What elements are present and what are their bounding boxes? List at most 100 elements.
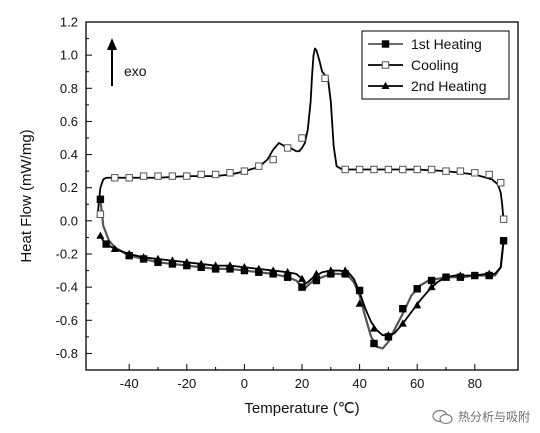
data-point-2nd-heating: [182, 258, 191, 266]
legend-marker-cooling: [381, 61, 390, 69]
x-tick-label: 80: [468, 376, 482, 391]
data-point-1st-heating: [427, 276, 436, 285]
data-point-cooling: [96, 210, 105, 218]
watermark: 热分析与吸附: [432, 408, 530, 425]
y-tick-label: 1.0: [60, 48, 78, 63]
data-point-cooling: [370, 165, 378, 174]
x-tick-label: -40: [120, 376, 139, 391]
data-point-2nd-heating: [384, 331, 393, 339]
data-point-2nd-heating: [283, 268, 292, 276]
x-axis-title: Temperature (℃): [244, 400, 359, 417]
data-point-1st-heating: [413, 285, 421, 293]
series-layer: [96, 47, 508, 350]
data-point-2nd-heating: [211, 261, 220, 269]
y-tick-label: 0.6: [60, 114, 78, 129]
data-point-cooling: [442, 167, 450, 175]
data-point-2nd-heating: [96, 231, 105, 239]
exo-annotation: exo: [107, 38, 147, 86]
data-point-2nd-heating: [154, 254, 162, 262]
data-point-2nd-heating: [110, 244, 119, 253]
data-point-2nd-heating: [370, 324, 378, 332]
data-point-1st-heating: [370, 339, 378, 348]
legend-label-2nd-heating: 2nd Heating: [411, 78, 487, 94]
data-point-cooling: [240, 167, 249, 175]
data-point-2nd-heating: [355, 299, 364, 307]
data-point-cooling: [154, 172, 162, 180]
y-axis-ticks: -0.8 -0.6 -0.4 -0.2 0.0 0.2 0.4 0.6 0.8 1.0 1.2: [56, 15, 92, 361]
legend-label-cooling: Cooling: [411, 57, 458, 73]
data-point-cooling: [485, 170, 493, 179]
data-point-cooling: [456, 167, 465, 175]
x-axis-ticks: -40 -20 0 20 40 60 80: [120, 364, 482, 391]
series-line-1st-heating: [99, 199, 505, 350]
data-point-2nd-heating: [398, 319, 407, 327]
data-point-cooling: [427, 165, 436, 174]
data-point-2nd-heating: [298, 274, 306, 282]
data-point-2nd-heating: [240, 263, 249, 271]
exo-arrow-head-icon: [107, 38, 117, 50]
data-point-2nd-heating: [197, 259, 206, 267]
data-point-2nd-heating: [442, 273, 450, 281]
data-point-1st-heating: [298, 283, 306, 291]
data-point-cooling: [139, 172, 148, 180]
legend-label-1st-heating: 1st Heating: [411, 36, 482, 52]
data-point-2nd-heating: [312, 269, 321, 277]
data-point-cooling: [413, 165, 421, 174]
legend: 1st Heating Cooling 2nd Heating: [361, 30, 510, 100]
y-tick-label: 0.4: [60, 147, 78, 162]
y-tick-label: -0.8: [56, 346, 78, 361]
data-point-2nd-heating: [427, 282, 436, 291]
data-point-cooling: [355, 165, 364, 174]
x-tick-label: 40: [352, 376, 366, 391]
legend-marker-2nd-heating: [381, 81, 390, 89]
y-tick-label: -0.6: [56, 313, 78, 328]
data-point-1st-heating: [399, 304, 407, 313]
data-point-2nd-heating: [254, 264, 263, 272]
data-point-2nd-heating: [269, 266, 278, 274]
data-point-2nd-heating: [226, 261, 234, 269]
data-point-2nd-heating: [168, 256, 177, 264]
watermark-text: 热分析与吸附: [457, 410, 530, 424]
data-point-cooling: [211, 170, 220, 179]
y-tick-label: 0.0: [60, 213, 78, 228]
y-axis-title: Heat Flow (mW/mg): [18, 129, 35, 262]
data-point-cooling: [283, 144, 292, 152]
y-tick-label: -0.2: [56, 247, 78, 262]
data-point-2nd-heating: [139, 253, 148, 261]
data-point-2nd-heating: [413, 301, 422, 309]
data-point-2nd-heating: [456, 271, 465, 279]
data-point-cooling: [111, 174, 119, 182]
data-point-1st-heating: [312, 276, 321, 285]
data-point-cooling: [399, 165, 407, 174]
data-point-2nd-heating: [485, 269, 494, 277]
x-tick-label: -20: [177, 376, 196, 391]
data-point-cooling: [226, 169, 234, 177]
y-tick-label: 1.2: [60, 15, 78, 30]
data-point-cooling: [321, 74, 329, 83]
data-point-cooling: [298, 134, 306, 142]
wechat-logo-icon: [432, 409, 453, 424]
data-point-cooling: [197, 170, 205, 179]
data-point-cooling: [341, 165, 349, 174]
data-point-cooling: [269, 155, 277, 164]
data-point-cooling: [497, 179, 505, 187]
y-tick-label: -0.4: [56, 280, 78, 295]
y-tick-label: 0.2: [60, 180, 78, 195]
data-point-2nd-heating: [470, 271, 479, 279]
x-tick-label: 0: [241, 376, 248, 391]
data-point-cooling: [471, 169, 479, 177]
data-point-cooling: [125, 174, 133, 182]
data-point-1st-heating: [96, 195, 105, 204]
legend-marker-1st-heating: [381, 40, 390, 48]
exo-label: exo: [124, 63, 147, 79]
data-point-2nd-heating: [125, 249, 134, 257]
y-tick-label: 0.8: [60, 81, 78, 96]
data-point-cooling: [255, 162, 263, 170]
data-point-cooling: [168, 172, 177, 180]
data-point-cooling: [384, 165, 393, 174]
data-point-cooling: [499, 215, 508, 223]
data-point-2nd-heating: [326, 266, 335, 274]
legend-items: 1st Heating Cooling 2nd Heating: [368, 36, 487, 94]
data-point-cooling: [183, 172, 191, 180]
